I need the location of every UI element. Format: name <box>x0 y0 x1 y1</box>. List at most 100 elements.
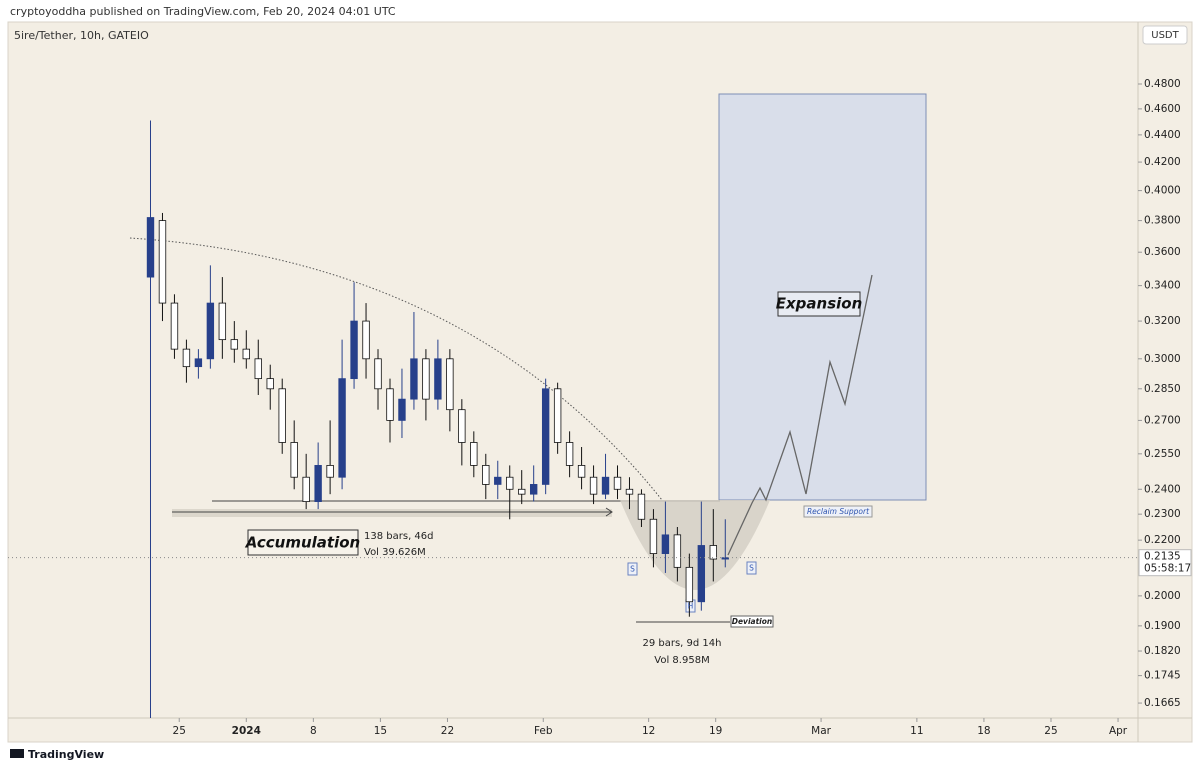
candle-body <box>529 484 538 495</box>
x-tick-label: 22 <box>441 725 454 737</box>
candle-body <box>158 220 167 304</box>
candle-body <box>194 358 203 368</box>
candle-body <box>338 378 346 478</box>
y-tick-label: 0.2200 <box>1144 534 1181 546</box>
candle-body <box>230 339 239 350</box>
currency-box <box>1142 25 1188 45</box>
y-tick-label: 0.2550 <box>1144 448 1181 460</box>
candle-body <box>206 302 215 360</box>
candle-body <box>386 388 394 421</box>
y-tick-label: 0.3000 <box>1144 353 1181 365</box>
candle-body <box>290 442 298 478</box>
x-tick-label: Apr <box>1109 725 1128 737</box>
candle-body <box>709 545 717 560</box>
candle-body <box>326 465 334 478</box>
y-tick-label: 0.4200 <box>1144 156 1181 168</box>
s-box <box>627 562 638 576</box>
y-tick-label: 0.4800 <box>1144 78 1181 90</box>
expansion-label-box <box>777 291 861 317</box>
candle-body <box>518 488 526 495</box>
s-box <box>746 561 757 575</box>
candle-body <box>182 348 191 368</box>
candle-body <box>553 388 562 443</box>
candle-body <box>565 442 574 466</box>
y-tick-label: 0.2400 <box>1144 483 1181 495</box>
x-tick-label: 25 <box>173 725 186 737</box>
chart-title: 5ire/Tether, 10h, GATEIO <box>14 29 149 42</box>
x-tick-label: 2024 <box>232 725 261 737</box>
vol-info: Vol 8.958M <box>654 655 709 666</box>
reclaim-box <box>803 505 873 518</box>
projection <box>727 274 873 556</box>
candle-body <box>362 320 370 360</box>
candle-body <box>649 518 658 554</box>
annotations: Expansion Accumulation 138 bars, 46d Vol… <box>245 295 870 667</box>
candle-body <box>350 320 358 380</box>
candle-body <box>458 409 466 443</box>
drawings <box>129 93 927 628</box>
countdown: 05:58:17 <box>1144 563 1191 575</box>
y-tick-label: 0.1900 <box>1144 620 1181 632</box>
publisher: cryptoyoddha published on TradingView.co… <box>10 5 396 18</box>
bars-info: 29 bars, 9d 14h <box>642 638 721 649</box>
head-label: H <box>688 602 694 611</box>
x-tick-label: 15 <box>374 725 387 737</box>
x-tick-label: Feb <box>534 725 553 737</box>
candle-body <box>266 378 274 390</box>
x-tick-label: 11 <box>910 725 923 737</box>
expansion-label: Expansion <box>776 295 863 313</box>
candle-body <box>146 217 155 278</box>
candle-body <box>506 476 514 490</box>
candle-body <box>374 358 382 390</box>
y-tick-label: 0.1665 <box>1144 697 1181 709</box>
shoulder-label: S <box>749 564 754 573</box>
candle-body <box>410 358 418 400</box>
candle-body <box>625 488 634 495</box>
currency: USDT <box>1151 30 1179 41</box>
candle-body <box>434 358 442 400</box>
reclaim-label: Reclaim Support <box>807 507 870 516</box>
y-tick-label: 0.4400 <box>1144 129 1181 141</box>
deviation-label: Deviation <box>732 617 772 626</box>
candle-body <box>673 534 682 568</box>
candle-body <box>613 476 622 490</box>
shoulder-label: S <box>630 565 635 574</box>
candle-body <box>494 476 502 485</box>
chart-frame <box>7 21 1193 743</box>
y-tick-label: 0.2850 <box>1144 383 1181 395</box>
y-tick-label: 0.1820 <box>1144 645 1181 657</box>
candle-body <box>446 358 454 411</box>
x-tick-label: 8 <box>310 725 317 737</box>
candle-body <box>254 358 262 380</box>
last-price-label: 0.2135 <box>1144 551 1181 563</box>
brand-name: TradingView <box>28 748 104 761</box>
vol-info: Vol 39.626M <box>364 547 426 558</box>
range-band <box>172 509 612 517</box>
cup <box>620 500 770 590</box>
y-tick-label: 0.2300 <box>1144 508 1181 520</box>
y-tick-label: 0.2000 <box>1144 590 1181 602</box>
y-tick-label: 0.4000 <box>1144 185 1181 197</box>
arc <box>129 237 663 501</box>
brand: TradingView <box>10 748 104 761</box>
accumulation-label: Accumulation <box>245 534 360 552</box>
y-tick-label: 0.3200 <box>1144 315 1181 327</box>
arrow-head <box>605 507 613 517</box>
candle-body <box>589 476 598 495</box>
y-tick-label: 0.3400 <box>1144 280 1181 292</box>
candle-body <box>685 566 694 603</box>
brand-logo <box>10 749 24 758</box>
y-tick-label: 0.3800 <box>1144 215 1181 227</box>
x-tick-label: 12 <box>642 725 655 737</box>
bars-info: 138 bars, 46d <box>364 531 434 542</box>
candle-body <box>721 557 729 560</box>
candle-body <box>278 388 286 443</box>
candle-body <box>398 398 406 421</box>
candle-body <box>170 302 179 350</box>
x-tick-label: 19 <box>709 725 722 737</box>
candles <box>146 120 729 718</box>
candle-body <box>661 534 670 554</box>
candle-body <box>577 465 586 478</box>
candle-body <box>302 476 310 502</box>
